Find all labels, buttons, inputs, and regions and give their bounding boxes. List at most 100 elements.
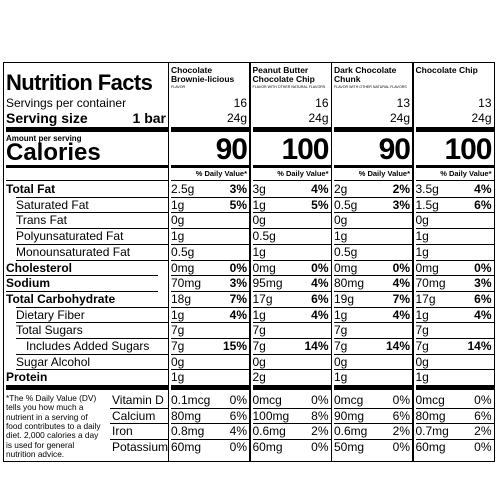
dv-heading: % Daily Value* bbox=[440, 169, 492, 178]
amount: 60mg bbox=[171, 439, 202, 454]
dv-heading: % Daily Value* bbox=[277, 169, 329, 178]
rule bbox=[415, 290, 494, 292]
amount: 100mg bbox=[252, 408, 290, 423]
rule bbox=[110, 423, 168, 425]
daily-value: 2% bbox=[311, 424, 329, 439]
rule bbox=[6, 180, 168, 181]
daily-value: 0% bbox=[474, 439, 492, 454]
amount: 0g bbox=[415, 213, 429, 228]
rule bbox=[171, 438, 249, 440]
rule bbox=[334, 165, 412, 168]
daily-value: 5% bbox=[311, 197, 329, 212]
daily-value: 0% bbox=[474, 260, 492, 275]
amount: 7g bbox=[334, 323, 348, 338]
daily-value: 0% bbox=[311, 260, 329, 275]
daily-value: 4% bbox=[229, 424, 247, 439]
nutrient-label: Sodium bbox=[6, 276, 50, 291]
rule bbox=[110, 438, 168, 440]
nutrient-label: Monounsaturated Fat bbox=[16, 244, 131, 259]
amount: 80mg bbox=[334, 276, 365, 291]
rule bbox=[415, 196, 494, 198]
daily-value: 0% bbox=[392, 439, 410, 454]
calories: 90 bbox=[215, 133, 248, 166]
nutrient-label: Sugar Alcohol bbox=[16, 354, 91, 369]
daily-value: 15% bbox=[222, 339, 247, 353]
nutrient-label: Includes Added Sugars bbox=[26, 339, 150, 353]
vitamin-label: Potassium bbox=[112, 439, 169, 454]
rule bbox=[415, 306, 494, 308]
amount: 0g bbox=[252, 213, 266, 228]
rule bbox=[171, 423, 249, 425]
rule bbox=[16, 212, 168, 214]
amount: 0g bbox=[415, 354, 429, 369]
rule bbox=[171, 353, 249, 355]
servings: 13 bbox=[478, 96, 492, 110]
daily-value: 6% bbox=[392, 408, 410, 423]
amount: 0g bbox=[252, 354, 266, 369]
rule bbox=[6, 275, 158, 277]
amount: 17g bbox=[252, 291, 273, 306]
rule bbox=[252, 212, 331, 214]
amount: 0mg bbox=[334, 260, 358, 275]
amount: 95mg bbox=[252, 276, 283, 291]
product-name: Chocolate Chip bbox=[415, 65, 478, 75]
daily-value: 4% bbox=[392, 307, 410, 322]
amount: 3.5g bbox=[415, 182, 439, 196]
amount: 1g bbox=[171, 229, 185, 244]
daily-value: 0% bbox=[392, 260, 410, 275]
nutrient-label: Saturated Fat bbox=[16, 197, 89, 212]
product-note: FLAVOR bbox=[171, 85, 186, 89]
rule bbox=[415, 165, 494, 168]
amount: 7g bbox=[334, 339, 348, 353]
daily-value: 4% bbox=[229, 307, 247, 322]
rule bbox=[171, 385, 249, 391]
rule bbox=[6, 385, 168, 391]
rule bbox=[415, 212, 494, 214]
amount: 7g bbox=[252, 339, 266, 353]
rule bbox=[415, 353, 494, 355]
daily-value: 3% bbox=[229, 276, 247, 291]
rule bbox=[334, 259, 412, 261]
serving-size: 24g bbox=[308, 111, 329, 125]
rule bbox=[16, 243, 168, 245]
rule bbox=[252, 322, 331, 324]
amount: 1g bbox=[334, 307, 348, 322]
rule bbox=[171, 306, 249, 308]
rule bbox=[171, 228, 249, 230]
amount: 0.5g bbox=[252, 229, 276, 244]
amount: 50mg bbox=[334, 439, 365, 454]
amount: 60mg bbox=[252, 439, 283, 454]
rule bbox=[252, 290, 331, 292]
calories: 100 bbox=[444, 133, 492, 166]
daily-value: 2% bbox=[392, 424, 410, 439]
rule bbox=[171, 338, 249, 339]
rule bbox=[415, 385, 494, 391]
amount: 0.5g bbox=[334, 244, 358, 259]
rule bbox=[334, 338, 412, 339]
rule bbox=[415, 322, 494, 324]
amount: 0g bbox=[171, 213, 185, 228]
rule bbox=[171, 212, 249, 214]
daily-value: 6% bbox=[474, 291, 492, 306]
servings: 16 bbox=[315, 96, 329, 110]
amount: 7g bbox=[252, 323, 266, 338]
daily-value: 14% bbox=[467, 339, 492, 353]
amount: 2.5g bbox=[171, 182, 195, 196]
amount: 1g bbox=[415, 244, 429, 259]
amount: 70mg bbox=[415, 276, 446, 291]
rule bbox=[334, 275, 412, 277]
nutrient-label: Total Sugars bbox=[16, 323, 83, 338]
amount: 0.6mg bbox=[334, 424, 368, 439]
calories: 100 bbox=[281, 133, 329, 166]
rule bbox=[171, 407, 249, 409]
dv-heading: % Daily Value* bbox=[358, 169, 410, 178]
amount: 60mg bbox=[415, 439, 446, 454]
daily-value: 0% bbox=[474, 393, 492, 408]
rule bbox=[252, 259, 331, 261]
amount: 90mg bbox=[334, 408, 365, 423]
product-note: FLAVOR WITH OTHER NATURAL FLAVORS bbox=[252, 85, 326, 89]
amount: 0mcg bbox=[415, 393, 445, 408]
daily-value: 4% bbox=[311, 276, 329, 291]
daily-value: 0% bbox=[392, 393, 410, 408]
daily-value: 6% bbox=[474, 197, 492, 212]
